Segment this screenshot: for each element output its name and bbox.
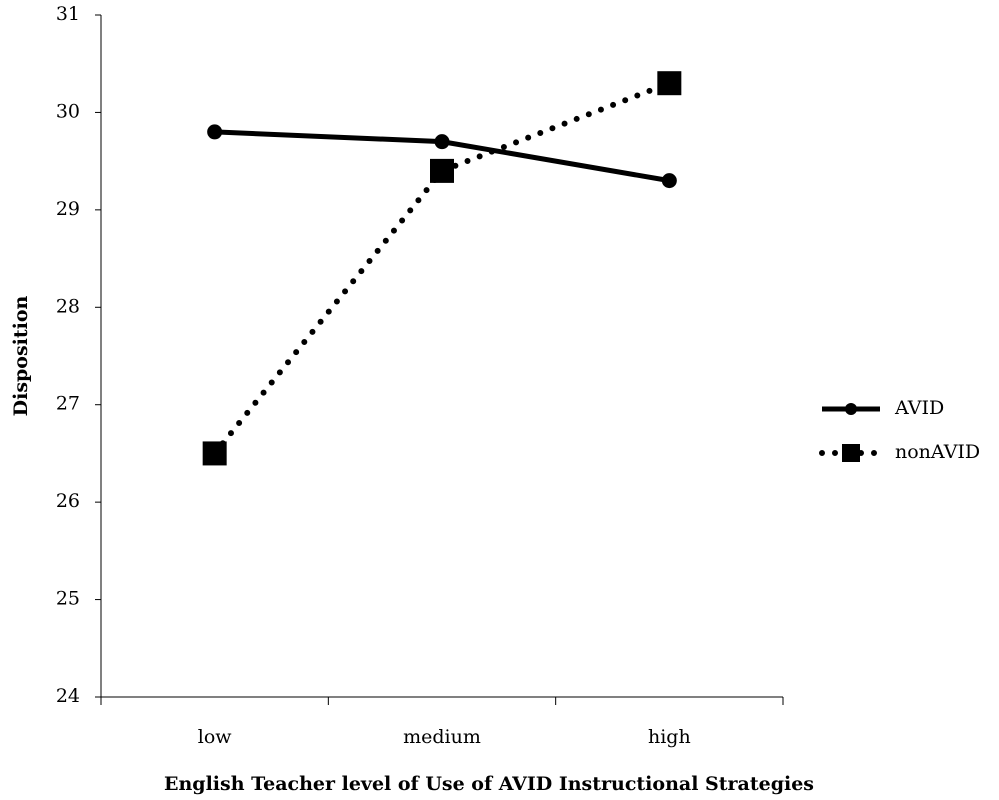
legend-marker — [842, 444, 860, 462]
y-tick-label: 27 — [56, 393, 80, 415]
x-tick-label: medium — [403, 726, 481, 748]
y-axis-label: Disposition — [10, 295, 32, 416]
y-tick-label: 26 — [56, 490, 80, 512]
x-tick-label: low — [198, 726, 233, 748]
data-point — [430, 158, 454, 183]
y-tick-label: 28 — [56, 295, 80, 317]
data-point — [207, 124, 223, 140]
legend-marker — [845, 403, 857, 415]
data-point — [202, 441, 227, 466]
x-axis-label: English Teacher level of Use of AVID Ins… — [164, 773, 814, 795]
data-point — [661, 173, 677, 189]
y-tick-label: 24 — [56, 685, 80, 707]
legend-label: nonAVID — [895, 441, 980, 463]
y-tick-label: 31 — [56, 3, 80, 25]
x-tick-label: high — [648, 726, 691, 748]
legend-label: AVID — [894, 397, 944, 419]
data-point — [434, 134, 450, 150]
y-tick-label: 30 — [56, 100, 80, 122]
data-point — [657, 71, 682, 96]
y-tick-label: 29 — [56, 198, 80, 220]
y-tick-label: 25 — [56, 588, 80, 610]
